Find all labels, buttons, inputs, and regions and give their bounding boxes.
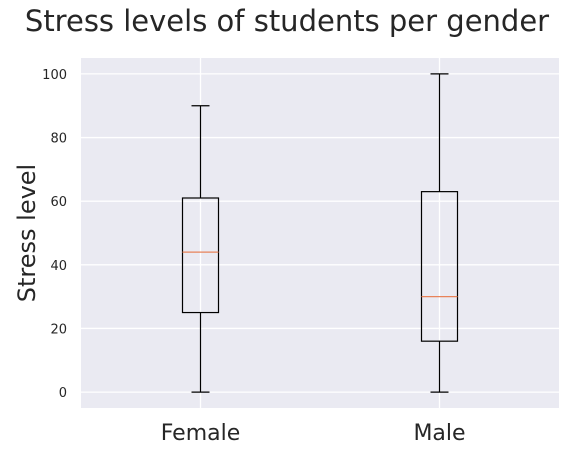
y-tick-label: 40	[50, 259, 67, 274]
y-axis-ticks: 0 20 40 60 80 100	[42, 68, 67, 401]
y-tick-label: 20	[50, 322, 67, 337]
y-axis-label: Stress level	[13, 164, 41, 302]
x-tick-label: Male	[413, 421, 465, 446]
plot-area	[81, 58, 559, 408]
x-axis-ticks: Female Male	[161, 421, 466, 446]
y-tick-label: 100	[42, 68, 67, 83]
y-tick-label: 80	[50, 132, 67, 147]
x-tick-label: Female	[161, 421, 241, 446]
y-tick-label: 60	[50, 195, 67, 210]
y-tick-label: 0	[59, 386, 67, 401]
